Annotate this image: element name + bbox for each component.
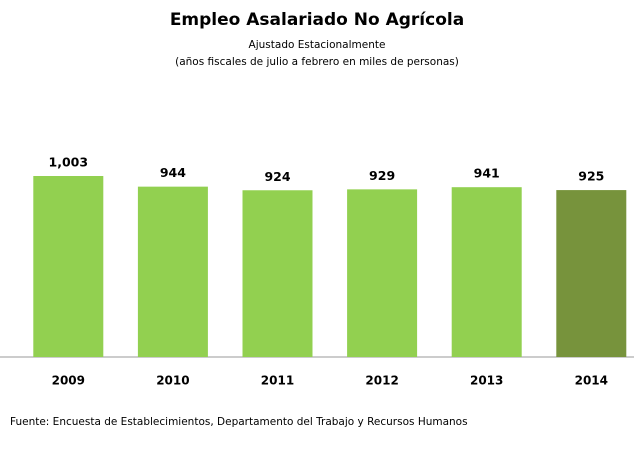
source-note: Fuente: Encuesta de Establecimientos, De…	[10, 416, 468, 428]
bar	[137, 186, 208, 357]
data-label: 925	[578, 169, 604, 184]
x-tick-label: 2011	[261, 374, 294, 388]
data-label: 944	[160, 165, 186, 180]
bar	[242, 190, 313, 357]
data-label: 929	[369, 168, 395, 183]
chart-title: Empleo Asalariado No Agrícola	[170, 10, 464, 30]
data-label: 941	[474, 166, 500, 181]
x-tick-label: 2010	[156, 374, 189, 388]
bar	[347, 189, 418, 357]
x-tick-label: 2013	[470, 374, 503, 388]
x-tick-label: 2014	[575, 374, 608, 388]
bar	[451, 187, 522, 357]
bar	[556, 190, 627, 357]
x-tick-label: 2012	[365, 374, 398, 388]
chart-subtitle: (años fiscales de julio a febrero en mil…	[175, 56, 459, 68]
chart-subtitle: Ajustado Estacionalmente	[249, 39, 386, 51]
data-label: 1,003	[49, 155, 89, 170]
x-tick-label: 2009	[52, 374, 85, 388]
data-label: 924	[264, 169, 290, 184]
bar	[33, 176, 104, 357]
